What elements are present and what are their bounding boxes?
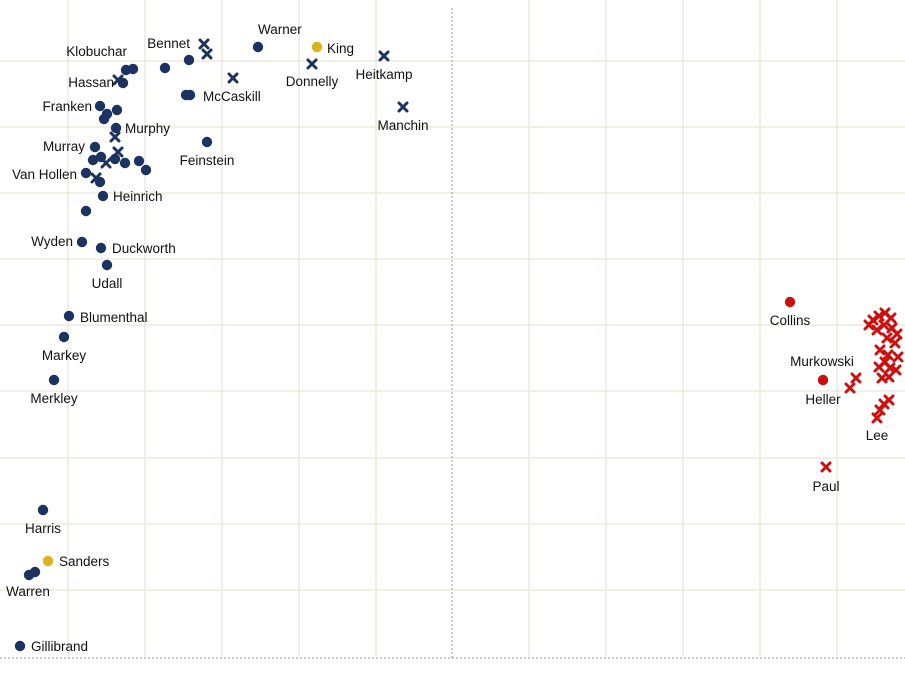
point-label: McCaskill bbox=[203, 89, 261, 104]
point-circle bbox=[120, 64, 132, 76]
point-label: Heitkamp bbox=[355, 67, 412, 82]
point-circle bbox=[80, 167, 92, 179]
point-label: Paul bbox=[812, 479, 839, 494]
point-x bbox=[112, 74, 124, 86]
point-x bbox=[873, 310, 885, 322]
point-label: Franken bbox=[42, 99, 92, 114]
point-x bbox=[873, 361, 885, 373]
point-label: Donnelly bbox=[286, 74, 339, 89]
point-x bbox=[889, 337, 901, 349]
point-circle bbox=[133, 155, 145, 167]
point-label: Heller bbox=[805, 392, 841, 407]
point-label: Murray bbox=[43, 139, 85, 154]
point-x bbox=[198, 38, 210, 50]
point-circle bbox=[817, 374, 829, 386]
point-circle bbox=[23, 569, 35, 581]
point-label: Duckworth bbox=[112, 241, 176, 256]
point-circle bbox=[252, 41, 264, 53]
point-x bbox=[892, 351, 904, 363]
point-label: Wyden bbox=[31, 234, 73, 249]
point-x bbox=[883, 394, 895, 406]
point-label: Klobuchar bbox=[66, 44, 127, 59]
point-x bbox=[891, 328, 903, 340]
point-x bbox=[883, 371, 895, 383]
point-labels: Warner King Bennet Klobuchar Hassan Donnelly H… bbox=[6, 22, 888, 654]
point-label: Manchin bbox=[377, 118, 428, 133]
point-label: Markey bbox=[42, 348, 87, 363]
point-x bbox=[878, 319, 890, 331]
point-circle bbox=[37, 504, 49, 516]
point-circle bbox=[97, 190, 109, 202]
point-circle bbox=[42, 555, 54, 567]
point-circle bbox=[63, 310, 75, 322]
point-circle bbox=[94, 100, 106, 112]
point-x bbox=[850, 372, 862, 384]
point-label: Sanders bbox=[59, 554, 110, 569]
point-x bbox=[874, 344, 886, 356]
point-circle bbox=[48, 374, 60, 386]
point-circle bbox=[110, 122, 122, 134]
point-label: Merkley bbox=[30, 391, 78, 406]
point-label: Van Hollen bbox=[12, 167, 77, 182]
point-x bbox=[881, 332, 893, 344]
point-label: Warren bbox=[6, 584, 50, 599]
point-label: King bbox=[327, 41, 354, 56]
point-x bbox=[882, 349, 894, 361]
point-x bbox=[201, 48, 213, 60]
point-circle bbox=[14, 640, 26, 652]
point-label: Collins bbox=[770, 313, 811, 328]
data-points bbox=[14, 38, 904, 652]
point-x bbox=[227, 72, 239, 84]
point-circle bbox=[183, 54, 195, 66]
point-label: Warner bbox=[258, 22, 302, 37]
point-circle bbox=[87, 154, 99, 166]
point-label: Bennet bbox=[147, 36, 190, 51]
point-x bbox=[863, 319, 875, 331]
point-circle bbox=[109, 153, 121, 165]
point-label: Gillibrand bbox=[31, 639, 88, 654]
point-x bbox=[100, 157, 112, 169]
point-x bbox=[871, 412, 883, 424]
point-circle bbox=[159, 62, 171, 74]
point-label: Heinrich bbox=[113, 189, 163, 204]
point-circle bbox=[201, 136, 213, 148]
point-circle bbox=[784, 296, 796, 308]
point-label: Lee bbox=[866, 428, 889, 443]
point-x bbox=[820, 461, 832, 473]
point-x bbox=[109, 131, 121, 143]
point-circle bbox=[184, 89, 196, 101]
point-label: Udall bbox=[92, 276, 123, 291]
point-circle bbox=[101, 259, 113, 271]
point-label: Harris bbox=[25, 521, 61, 536]
point-circle bbox=[311, 41, 323, 53]
point-circle bbox=[98, 113, 110, 125]
point-circle bbox=[89, 141, 101, 153]
point-circle bbox=[119, 157, 131, 169]
point-circle bbox=[76, 236, 88, 248]
point-circle bbox=[95, 242, 107, 254]
point-x bbox=[397, 101, 409, 113]
point-x bbox=[306, 58, 318, 70]
point-circle bbox=[140, 164, 152, 176]
point-label: Hassan bbox=[68, 75, 114, 90]
point-label: Murkowski bbox=[790, 354, 854, 369]
point-circle bbox=[58, 331, 70, 343]
point-circle bbox=[94, 176, 106, 188]
point-circle bbox=[80, 205, 92, 217]
point-label: Blumenthal bbox=[80, 310, 148, 325]
point-circle bbox=[111, 104, 123, 116]
point-x bbox=[844, 382, 856, 394]
point-x bbox=[378, 50, 390, 62]
point-label: Feinstein bbox=[180, 153, 235, 168]
point-label: Murphy bbox=[125, 121, 170, 136]
grid bbox=[0, 0, 905, 660]
